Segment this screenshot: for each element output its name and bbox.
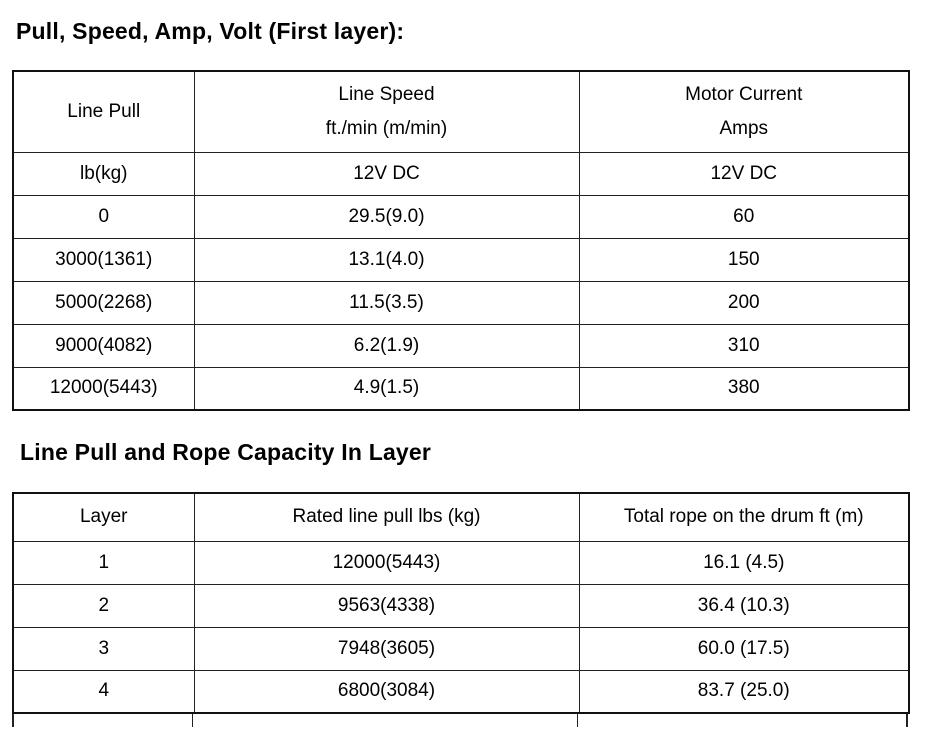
table-cell: 4.9(1.5)	[193, 366, 580, 411]
table2-header-total-rope: Total rope on the drum ft (m)	[578, 492, 910, 542]
table-cell: 2	[12, 583, 195, 628]
table2-header-rated-line-pull: Rated line pull lbs (kg)	[193, 492, 580, 542]
table-cell: 150	[578, 237, 910, 282]
table2-header: Layer Rated line pull lbs (kg) Total rop…	[12, 492, 910, 542]
table-cell: 13.1(4.0)	[193, 237, 580, 282]
table2-body: 1 12000(5443) 16.1 (4.5) 2 9563(4338) 36…	[12, 540, 910, 714]
header-line: Line Speed	[338, 83, 435, 105]
table-cell: 0	[12, 194, 195, 239]
section2-heading: Line Pull and Rope Capacity In Layer	[20, 439, 432, 465]
table-row: 12000(5443) 4.9(1.5) 380	[12, 366, 910, 411]
table-row: 9000(4082) 6.2(1.9) 310	[12, 323, 910, 368]
table-cell: 60	[578, 194, 910, 239]
table-cell: 310	[578, 323, 910, 368]
table-cell: 60.0 (17.5)	[578, 626, 910, 671]
table2-header-row: Layer Rated line pull lbs (kg) Total rop…	[12, 492, 910, 542]
section1-heading: Pull, Speed, Amp, Volt (First layer):	[16, 18, 405, 44]
table-cell: 4	[12, 669, 195, 714]
cutoff-next-table-row	[12, 714, 908, 727]
table-cell: 11.5(3.5)	[193, 280, 580, 325]
table-cell: 9000(4082)	[12, 323, 195, 368]
rope-capacity-table: Layer Rated line pull lbs (kg) Total rop…	[12, 492, 910, 714]
table-cell: 12000(5443)	[12, 366, 195, 411]
table-cell: 12000(5443)	[193, 540, 580, 585]
table-row: 4 6800(3084) 83.7 (25.0)	[12, 669, 910, 714]
table-cell: 83.7 (25.0)	[578, 669, 910, 714]
table1-header-line-speed: Line Speed ft./min (m/min)	[193, 70, 580, 153]
pull-speed-amp-volt-table: Line Pull Line Speed ft./min (m/min) Mot…	[12, 70, 910, 411]
table-row: 1 12000(5443) 16.1 (4.5)	[12, 540, 910, 585]
cutoff-cell	[193, 714, 578, 727]
table2-header-layer: Layer	[12, 492, 195, 542]
table-cell: lb(kg)	[12, 151, 195, 196]
table-cell: 3000(1361)	[12, 237, 195, 282]
table-row: 2 9563(4338) 36.4 (10.3)	[12, 583, 910, 628]
table-cell: 5000(2268)	[12, 280, 195, 325]
document-page: Pull, Speed, Amp, Volt (First layer): Li…	[0, 17, 928, 735]
table-cell: 1	[12, 540, 195, 585]
table-cell: 380	[578, 366, 910, 411]
table-row: 0 29.5(9.0) 60	[12, 194, 910, 239]
table-row: lb(kg) 12V DC 12V DC	[12, 151, 910, 196]
table-cell: 9563(4338)	[193, 583, 580, 628]
table-cell: 6800(3084)	[193, 669, 580, 714]
table-cell: 7948(3605)	[193, 626, 580, 671]
table1-header-line-pull: Line Pull	[12, 70, 195, 153]
header-line: Amps	[719, 117, 769, 139]
header-line: Line Pull	[67, 100, 141, 122]
table1-header-motor-current: Motor Current Amps	[578, 70, 910, 153]
table-cell: 16.1 (4.5)	[578, 540, 910, 585]
table1-body: lb(kg) 12V DC 12V DC 0 29.5(9.0) 60 3000…	[12, 151, 910, 411]
cutoff-cell	[12, 714, 193, 727]
table-cell: 200	[578, 280, 910, 325]
header-line: Motor Current	[685, 83, 803, 105]
header-line: ft./min (m/min)	[325, 117, 448, 139]
cutoff-cell	[578, 714, 908, 727]
table1-header-row: Line Pull Line Speed ft./min (m/min) Mot…	[12, 70, 910, 153]
table-row: 5000(2268) 11.5(3.5) 200	[12, 280, 910, 325]
table-cell: 12V DC	[578, 151, 910, 196]
table-cell: 29.5(9.0)	[193, 194, 580, 239]
table-cell: 6.2(1.9)	[193, 323, 580, 368]
table1-header: Line Pull Line Speed ft./min (m/min) Mot…	[12, 70, 910, 153]
table-cell: 12V DC	[193, 151, 580, 196]
table-cell: 3	[12, 626, 195, 671]
table-cell: 36.4 (10.3)	[578, 583, 910, 628]
table-row: 3 7948(3605) 60.0 (17.5)	[12, 626, 910, 671]
table-row: 3000(1361) 13.1(4.0) 150	[12, 237, 910, 282]
